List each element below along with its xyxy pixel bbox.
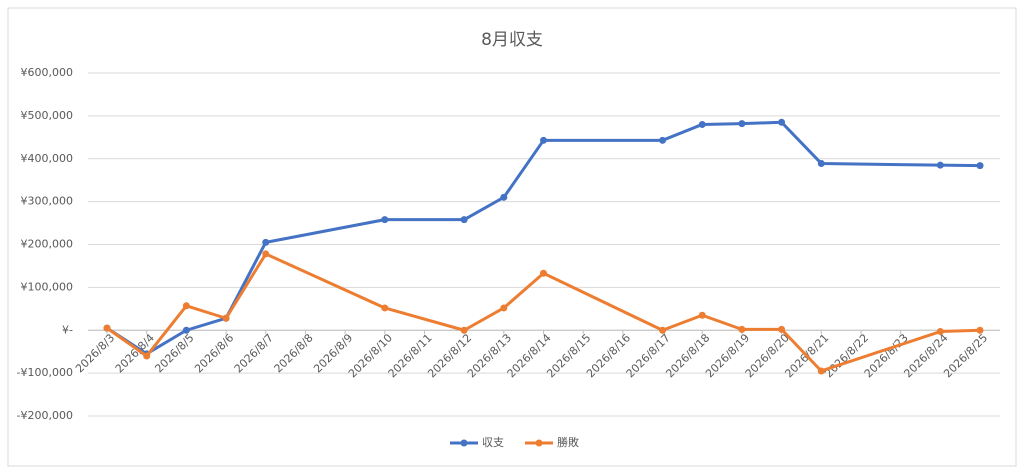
y-tick-label: -¥100,000 <box>17 366 73 379</box>
point <box>540 136 547 144</box>
legend-marker <box>460 439 468 447</box>
point <box>659 326 667 334</box>
chart-title: 8月収支 <box>481 30 543 50</box>
point <box>460 216 468 224</box>
point <box>182 326 190 334</box>
point <box>738 120 746 128</box>
point <box>698 120 706 128</box>
point <box>738 325 746 333</box>
legend-label: 勝敗 <box>557 435 579 449</box>
point <box>659 136 667 144</box>
y-tick-label: -¥200,000 <box>17 409 73 422</box>
point <box>817 159 825 167</box>
point <box>936 161 944 169</box>
point <box>936 328 944 336</box>
y-tick-label: ¥- <box>62 323 73 336</box>
point <box>540 269 547 277</box>
chart-border <box>7 7 1017 467</box>
point <box>222 314 230 322</box>
point <box>976 326 984 334</box>
point <box>262 250 270 258</box>
point <box>778 325 786 333</box>
point <box>698 311 706 319</box>
legend-item: 収支 <box>450 436 504 449</box>
y-tick-label: ¥600,000 <box>21 66 74 79</box>
point <box>976 162 984 170</box>
line <box>106 252 981 373</box>
line <box>106 120 981 356</box>
point <box>381 304 389 312</box>
y-tick-label: ¥500,000 <box>21 109 74 122</box>
y-tick-label: ¥300,000 <box>21 195 74 208</box>
point <box>143 352 151 360</box>
point <box>817 367 825 375</box>
legend-item: 勝敗 <box>525 435 579 449</box>
y-tick-label: ¥200,000 <box>21 238 74 251</box>
legend-label: 収支 <box>482 436 504 449</box>
point <box>262 238 270 246</box>
point <box>381 216 389 224</box>
point <box>500 304 508 312</box>
point <box>182 302 190 310</box>
point <box>778 118 786 126</box>
point <box>103 324 111 332</box>
point <box>500 193 508 201</box>
point <box>460 326 468 334</box>
y-tick-label: ¥400,000 <box>21 152 74 165</box>
y-tick-label: ¥100,000 <box>21 280 74 293</box>
legend-marker <box>535 439 543 447</box>
